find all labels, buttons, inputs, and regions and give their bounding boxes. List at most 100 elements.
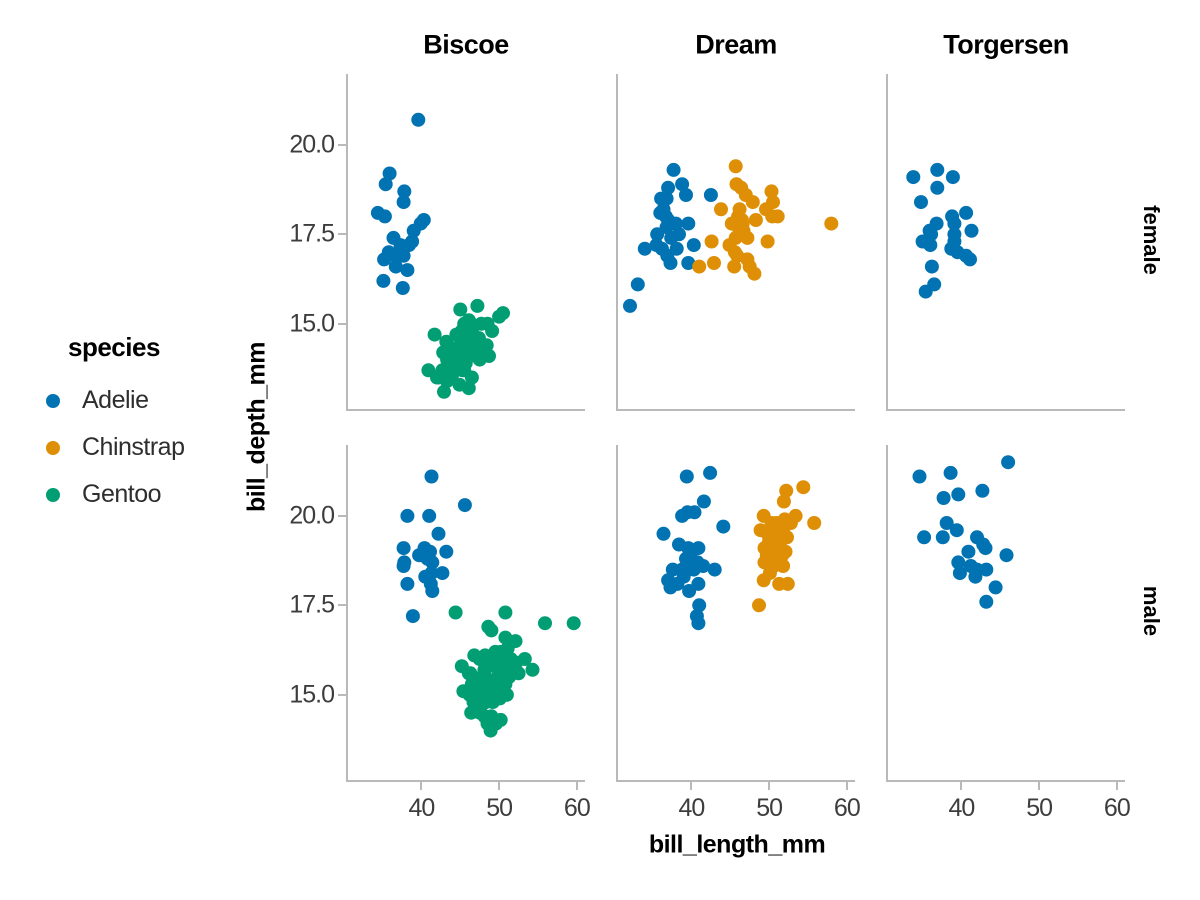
x-tick-label: 60 [1103,794,1131,822]
x-tick-label: 40 [948,794,976,822]
scatter-points-biscoe-female [370,112,510,399]
data-point-adelie [968,569,983,584]
data-point-chinstrap [692,259,707,274]
strip-label-male: male [1139,585,1164,637]
data-point-chinstrap [738,188,753,202]
x-axis-title: bill_length_mm [648,830,826,859]
data-point-adelie [959,205,974,220]
data-point-adelie [457,498,472,513]
data-point-chinstrap [807,516,822,530]
data-point-adelie [952,566,967,581]
data-point-adelie [679,469,694,484]
data-point-gentoo [500,659,515,674]
data-point-adelie [681,256,696,270]
x-tick-mark [1115,782,1118,790]
data-point-adelie [912,469,927,484]
data-point-adelie [386,230,401,245]
data-point-chinstrap [752,598,766,613]
x-tick-mark [845,782,848,790]
legend-label: Gentoo [82,480,162,508]
data-point-gentoo [437,384,451,399]
x-tick-label: 40 [408,794,436,822]
gentoo-dot-icon [46,487,60,502]
data-point-adelie [975,483,990,498]
data-point-adelie [951,487,966,502]
x-tick-mark [768,782,771,790]
data-point-adelie [431,526,446,541]
facet-title-biscoe: Biscoe [423,29,509,60]
data-point-adelie [666,162,681,177]
x-tick-mark [420,782,423,790]
x-tick-label: 40 [678,794,706,822]
data-point-adelie [412,548,427,563]
data-point-adelie [961,544,976,559]
facet-panel-torgersen-female [886,74,1125,411]
data-point-gentoo [525,662,540,677]
legend: species Adelie Chinstrap Gentoo [46,332,185,518]
data-point-adelie [439,544,454,559]
scatter-points-dream-male [656,465,822,631]
data-point-adelie [388,259,403,274]
data-point-adelie [377,252,392,267]
legend-item-chinstrap[interactable]: Chinstrap [46,424,185,471]
data-point-gentoo [461,381,476,396]
data-point-gentoo [538,616,552,631]
chinstrap-dot-icon [46,440,60,455]
x-tick-mark [690,782,693,790]
data-point-chinstrap [728,159,743,174]
data-point-chinstrap [780,576,795,591]
data-point-adelie [672,227,686,242]
facet-title-torgersen: Torgersen [943,29,1069,60]
data-point-gentoo [484,623,499,638]
data-point-adelie [945,170,960,185]
data-point-adelie [924,259,939,274]
y-tick-label: 20.0 [289,130,335,159]
data-point-adelie [930,162,945,177]
data-point-gentoo [498,677,513,692]
data-point-adelie [917,530,932,545]
data-point-adelie [397,184,412,199]
facet-panel-torgersen-male [886,445,1125,782]
data-point-adelie [923,238,938,253]
data-point-adelie [406,223,421,238]
data-point-adelie [679,188,693,202]
data-point-gentoo [492,309,507,324]
data-point-gentoo [517,652,532,666]
legend-label: Chinstrap [82,433,185,461]
data-point-adelie [696,494,711,509]
data-point-chinstrap [824,216,839,231]
data-point-adelie [686,562,701,577]
data-point-adelie [425,584,440,598]
data-point-adelie [692,598,707,613]
y-axis-title: bill_depth_mm [242,342,271,512]
y-tick-label: 17.5 [289,590,335,619]
data-point-gentoo [479,338,494,353]
data-point-adelie [707,562,722,577]
data-point-adelie [979,562,994,577]
y-tick-mark [338,693,346,696]
data-point-adelie [378,177,393,192]
data-point-adelie [400,508,415,523]
data-point-gentoo [500,641,515,656]
data-point-adelie [396,559,411,573]
data-point-adelie [395,281,410,295]
data-point-adelie [681,216,696,231]
facet-panel-biscoe-female [346,74,585,411]
data-point-chinstrap [775,548,790,563]
data-point-chinstrap [760,234,775,249]
data-point-adelie [1001,455,1016,470]
data-point-adelie [663,256,678,270]
data-point-adelie [943,465,958,480]
data-point-adelie [979,594,994,609]
legend-item-adelie[interactable]: Adelie [46,377,185,424]
x-tick-label: 50 [756,794,783,822]
data-point-adelie [630,277,645,292]
scatter-points-torgersen-female [906,162,979,299]
data-point-chinstrap [707,256,721,270]
data-point-chinstrap [776,494,791,509]
legend-item-gentoo[interactable]: Gentoo [46,471,185,518]
data-point-chinstrap [727,259,742,274]
data-point-adelie [659,191,674,206]
data-point-adelie [686,238,701,253]
x-tick-mark [1038,782,1041,790]
